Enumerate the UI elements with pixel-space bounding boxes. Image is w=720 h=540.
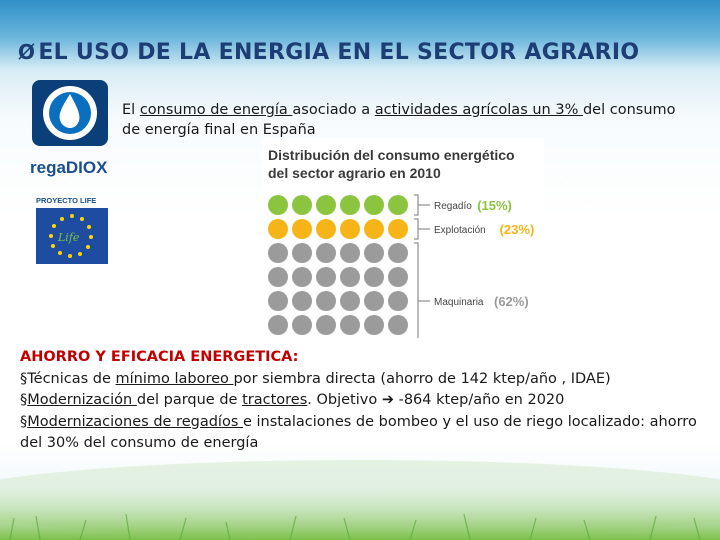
proyecto-life-label: PROYECTO LIFE <box>36 196 96 205</box>
logo-panel: regaDIOX PROYECTO LIFE Life <box>22 80 116 270</box>
dot-regadío <box>292 195 312 215</box>
item-text: § <box>20 413 28 430</box>
regadiox-logo <box>32 80 108 146</box>
item-text: . Objetivo <box>307 392 382 408</box>
intro-underlined: actividades agrícolas un 3% <box>374 102 583 118</box>
dot-explotación <box>364 219 384 239</box>
item-underlined: tractores <box>242 392 308 408</box>
dot-explotación <box>340 219 360 239</box>
item-text: -864 ktep/año en 2020 <box>393 392 565 408</box>
right-arrow-icon: ➔ <box>381 392 394 408</box>
dot-maquinaria <box>364 315 384 335</box>
dot-maquinaria <box>340 315 360 335</box>
legend-percent-regadío: (15%) <box>477 198 512 213</box>
chart-title-line2: del sector agrario en 2010 <box>268 165 441 181</box>
savings-heading: AHORRO Y EFICACIA ENERGETICA: <box>20 349 299 365</box>
legend-label-explotación: Explotación <box>434 225 486 236</box>
chart-canvas: Regadío (15%) Explotación (23%) Maquinaria (6… <box>268 194 535 338</box>
dot-regadío <box>340 195 360 215</box>
bracket-regadío <box>414 194 430 216</box>
dot-maquinaria <box>316 291 336 311</box>
dot-maquinaria <box>340 243 360 263</box>
dot-maquinaria <box>388 243 408 263</box>
life-eu-logo: Life <box>36 208 108 264</box>
dot-maquinaria <box>316 315 336 335</box>
savings-item-2: §Modernización del parque de tractores. … <box>20 390 710 412</box>
dot-explotación <box>292 219 312 239</box>
dot-explotación <box>388 219 408 239</box>
intro-part: El <box>122 102 140 118</box>
bracket-maquinaria <box>414 242 430 338</box>
item-underlined: Modernizaciones de regadíos <box>27 413 243 430</box>
intro-text: El consumo de energía asociado a activid… <box>122 100 682 140</box>
bullet-arrow: Ø <box>18 40 36 64</box>
dot-maquinaria <box>388 267 408 287</box>
logo-graphic: regaDIOX PROYECTO LIFE Life <box>30 80 108 264</box>
energy-chart: Distribución del consumo energético del … <box>262 138 544 338</box>
savings-item-1: §Técnicas de mínimo laboreo por siembra … <box>20 369 710 391</box>
legend-percent-explotación: (23%) <box>500 222 535 237</box>
dot-maquinaria <box>364 243 384 263</box>
dot-maquinaria <box>292 267 312 287</box>
dot-maquinaria <box>364 267 384 287</box>
dot-maquinaria <box>292 291 312 311</box>
item-underlined: mínimo laboreo <box>115 370 234 387</box>
dot-regadío <box>268 195 288 215</box>
savings-section: AHORRO Y EFICACIA ENERGETICA: §Técnicas … <box>20 347 710 455</box>
legend-percent-maquinaria: (62%) <box>494 294 529 309</box>
item-underlined: Modernización <box>27 392 137 408</box>
dot-maquinaria <box>316 243 336 263</box>
dot-maquinaria <box>364 291 384 311</box>
item-text: del parque de <box>136 392 243 408</box>
dot-maquinaria <box>268 291 288 311</box>
footer-grass-decoration <box>0 488 720 540</box>
dot-regadío <box>388 195 408 215</box>
regadiox-wordmark: regaDIOX <box>30 158 108 177</box>
item-text: e instalaciones de bombeo y el uso de ri… <box>20 413 697 452</box>
dot-maquinaria <box>268 267 288 287</box>
dot-maquinaria <box>268 243 288 263</box>
intro-underlined: consumo de energía <box>139 102 293 118</box>
item-text: §Técnicas de <box>20 370 116 387</box>
dot-maquinaria <box>388 315 408 335</box>
legend-label-maquinaria: Maquinaria <box>434 297 484 308</box>
legend-label-regadío: Regadío <box>434 201 472 212</box>
chart-title: Distribución del consumo energético del … <box>268 146 515 182</box>
item-text: § <box>20 392 28 408</box>
dot-explotación <box>316 219 336 239</box>
dot-maquinaria <box>388 291 408 311</box>
title-text: EL USO DE LA ENERGIA EN EL SECTOR AGRARI… <box>38 40 640 65</box>
dot-explotación <box>268 219 288 239</box>
intro-part: del consumo de energía final en España <box>122 102 676 138</box>
dot-maquinaria <box>268 315 288 335</box>
dot-maquinaria <box>340 267 360 287</box>
bracket-explotación <box>414 218 430 240</box>
chart-title-line1: Distribución del consumo energético <box>268 147 515 163</box>
dot-regadío <box>364 195 384 215</box>
savings-item-3: §Modernizaciones de regadíos e instalaci… <box>20 412 710 455</box>
life-wordmark: Life <box>57 231 80 244</box>
dot-maquinaria <box>292 315 312 335</box>
item-text: por siembra directa (ahorro de 142 ktep/… <box>233 370 611 387</box>
dot-maquinaria <box>340 291 360 311</box>
dot-maquinaria <box>316 267 336 287</box>
dot-regadío <box>316 195 336 215</box>
dot-maquinaria <box>292 243 312 263</box>
slide-title: Ø EL USO DE LA ENERGIA EN EL SECTOR AGRAR… <box>18 40 639 65</box>
intro-part: asociado a <box>292 102 375 118</box>
